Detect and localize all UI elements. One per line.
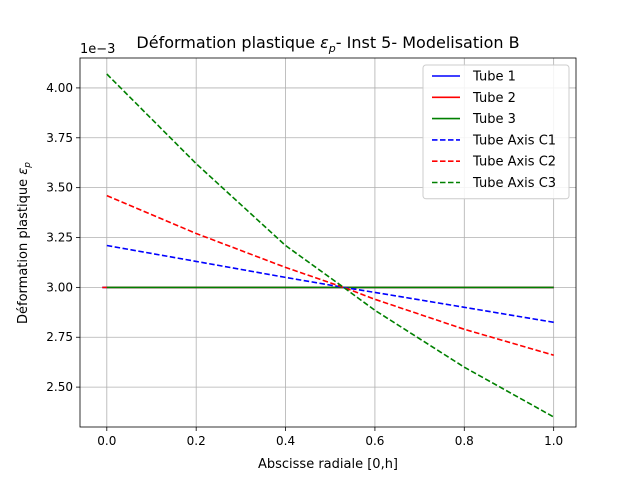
legend-label: Tube Axis C3 bbox=[472, 176, 556, 191]
axis-ticks: 0.0 0.2 0.4 0.6 0.8 1.0 2.50 2.75 3.00 3.25 3.50 3.… bbox=[46, 81, 563, 448]
x-tick-label: 0.8 bbox=[455, 434, 474, 448]
x-axis-label: Abscisse radiale [0,h] bbox=[258, 457, 398, 472]
series-line-tube-axis-c2 bbox=[106, 194, 554, 356]
legend-label: Tube 2 bbox=[472, 91, 516, 106]
legend-box bbox=[422, 64, 570, 200]
chart-title: Déformation plastique εp- Inst 5- Modeli… bbox=[136, 33, 519, 55]
series-lines bbox=[102, 73, 555, 418]
x-tick-label: 0.0 bbox=[97, 434, 116, 448]
y-tick-label: 3.25 bbox=[46, 231, 73, 245]
legend-label: Tube Axis C2 bbox=[472, 155, 556, 170]
legend-label: Tube 3 bbox=[472, 112, 516, 127]
series-line-tube-axis-c3 bbox=[106, 73, 555, 418]
y-tick-label: 2.75 bbox=[46, 330, 73, 344]
x-tick-label: 0.2 bbox=[187, 434, 206, 448]
y-tick-label: 3.75 bbox=[46, 131, 73, 145]
y-axis-label: Déformation plastique εp bbox=[16, 162, 33, 324]
plot-frame bbox=[79, 57, 577, 428]
y-tick-label: 4.00 bbox=[46, 81, 73, 95]
x-tick-label: 0.6 bbox=[365, 434, 384, 448]
y-tick-label: 3.50 bbox=[46, 181, 73, 195]
y-tick-label: 3.00 bbox=[46, 280, 73, 294]
legend-label: Tube Axis C1 bbox=[472, 133, 556, 148]
y-tick-label: 2.50 bbox=[46, 380, 73, 394]
x-tick-label: 0.4 bbox=[276, 434, 295, 448]
series-line-tube-axis-c1 bbox=[106, 244, 554, 324]
x-tick-label: 1.0 bbox=[544, 434, 563, 448]
legend-label: Tube 1 bbox=[472, 70, 516, 85]
legend: Tube 1 Tube 2 Tube 3 Tube Axis C1 Tube Axis … bbox=[422, 64, 570, 200]
y-axis-offset-text: 1e−3 bbox=[80, 42, 115, 57]
